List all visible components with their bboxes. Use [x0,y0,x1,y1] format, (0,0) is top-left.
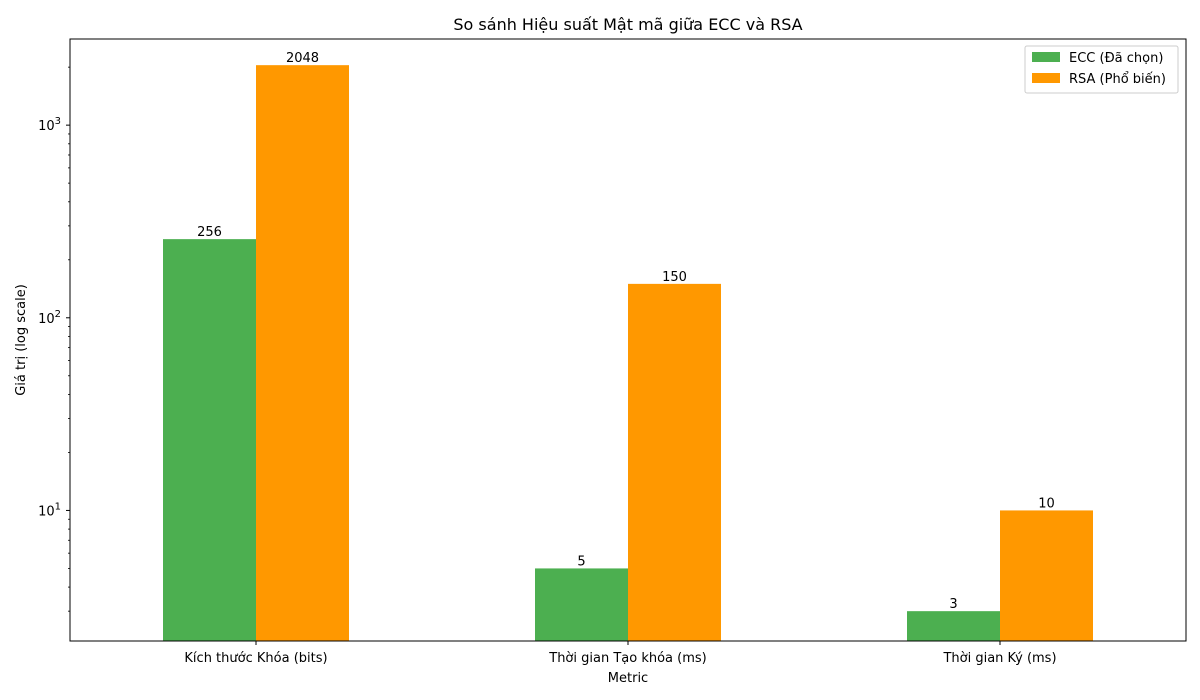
legend-box [1024,45,1179,94]
y-tick-label: 102 [38,309,61,327]
data-label: 256 [197,225,222,240]
y-tick-label: 101 [38,501,61,519]
chart-title: So sánh Hiệu suất Mật mã giữa ECC và RSA [453,15,802,34]
bar-rsa [256,65,349,641]
x-axis-ticks: Kích thước Khóa (bits) Thời gian Tạo khóa… [184,641,1057,666]
data-label: 10 [1038,496,1055,511]
data-label: 2048 [286,51,319,66]
data-label: 150 [662,270,687,285]
y-axis-ticks: 101 102 103 [38,66,70,612]
bar-ecc [535,568,628,641]
y-tick-label: 103 [38,116,61,134]
x-tick-label: Thời gian Tạo khóa (ms) [548,651,706,666]
legend-swatch-ecc [1032,52,1060,62]
data-labels-group: 256 2048 5 150 3 10 [197,51,1055,612]
legend: ECC (Đã chọn) RSA (Phổ biến) [1024,45,1179,94]
legend-label-ecc: ECC (Đã chọn) [1069,51,1163,66]
bar-rsa [1000,510,1093,641]
bar-ecc [163,239,256,641]
x-axis-label: Metric [608,671,648,686]
legend-label-rsa: RSA (Phổ biến) [1069,72,1166,87]
bar-rsa [628,283,721,641]
data-label: 5 [577,554,585,569]
y-axis-label: Giá trị (log scale) [14,284,29,396]
x-tick-label: Thời gian Ký (ms) [942,651,1056,666]
data-label: 3 [949,597,957,612]
bars-group [163,65,1093,641]
legend-swatch-rsa [1032,73,1060,83]
x-tick-label: Kích thước Khóa (bits) [184,651,327,666]
bar-ecc [907,611,1000,641]
